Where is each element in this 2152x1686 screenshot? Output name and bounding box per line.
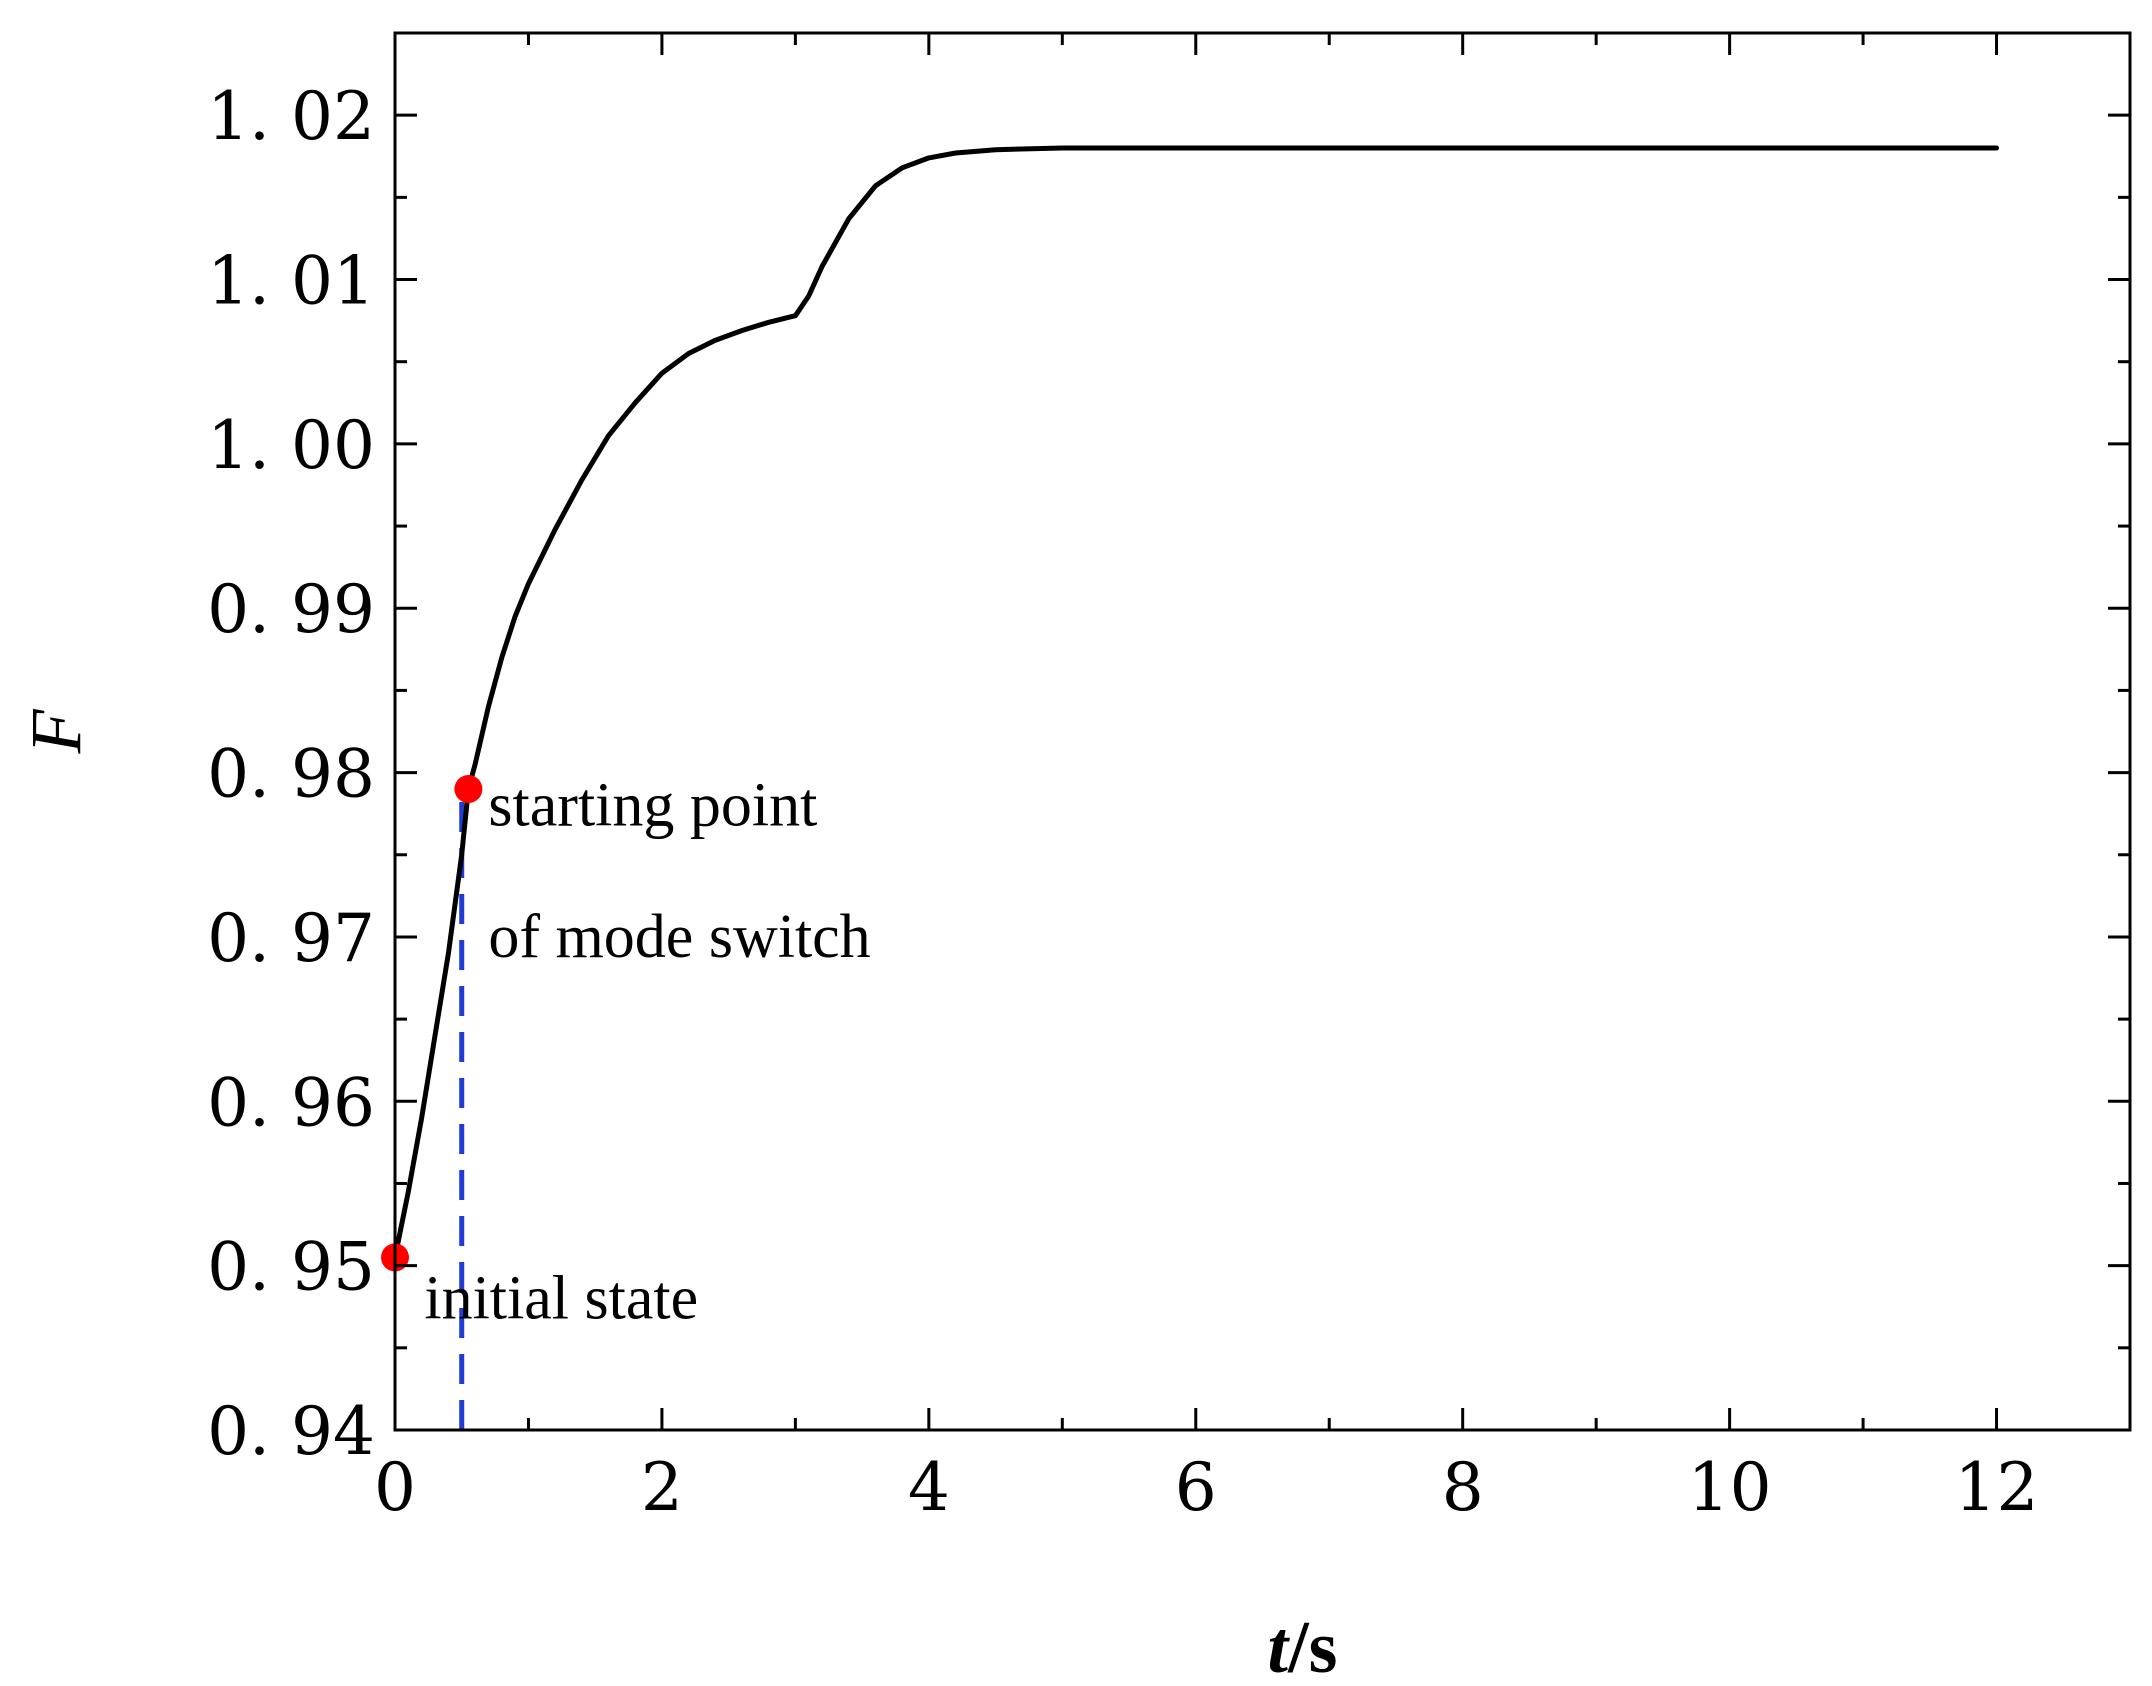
x-tick-label: 4 [908,1449,950,1526]
y-tick-label: 0. 94 [207,1393,375,1470]
x-axis-label-unit: /s [1287,1607,1337,1686]
x-axis-label-italic: t [1268,1607,1291,1686]
annotation-1: of mode switch [488,903,870,971]
y-tick-label: 0. 96 [207,1064,375,1141]
labels-layer: 0 2 4 6 8 10 12 0. 94 0. 95 0. 96 0. 97 0. 98 0. 99 1… [207,78,2038,1526]
marker-point-1 [454,775,483,804]
x-tick-label: 0 [374,1449,416,1526]
y-tick-label: 0. 98 [207,736,375,813]
x-tick-label: 10 [1688,1449,1772,1526]
y-axis-label: F [16,708,96,754]
y-tick-label: 0. 97 [207,900,375,977]
x-tick-label: 2 [641,1449,683,1526]
x-tick-label: 6 [1175,1449,1217,1526]
y-tick-label: 0. 99 [207,571,375,648]
plot-frame [393,31,2132,1432]
x-tick-label: 8 [1442,1449,1484,1526]
y-tick-label: 1. 02 [207,78,375,155]
y-tick-label: 0. 95 [207,1229,375,1306]
annotation-2: initial state [424,1265,698,1333]
y-tick-label: 1. 01 [207,243,375,320]
x-tick-label: 12 [1955,1449,2039,1526]
y-tick-label: 1. 00 [207,407,375,484]
x-axis-label: t/s [1268,1607,1338,1686]
annotation-0: starting point [488,771,817,839]
